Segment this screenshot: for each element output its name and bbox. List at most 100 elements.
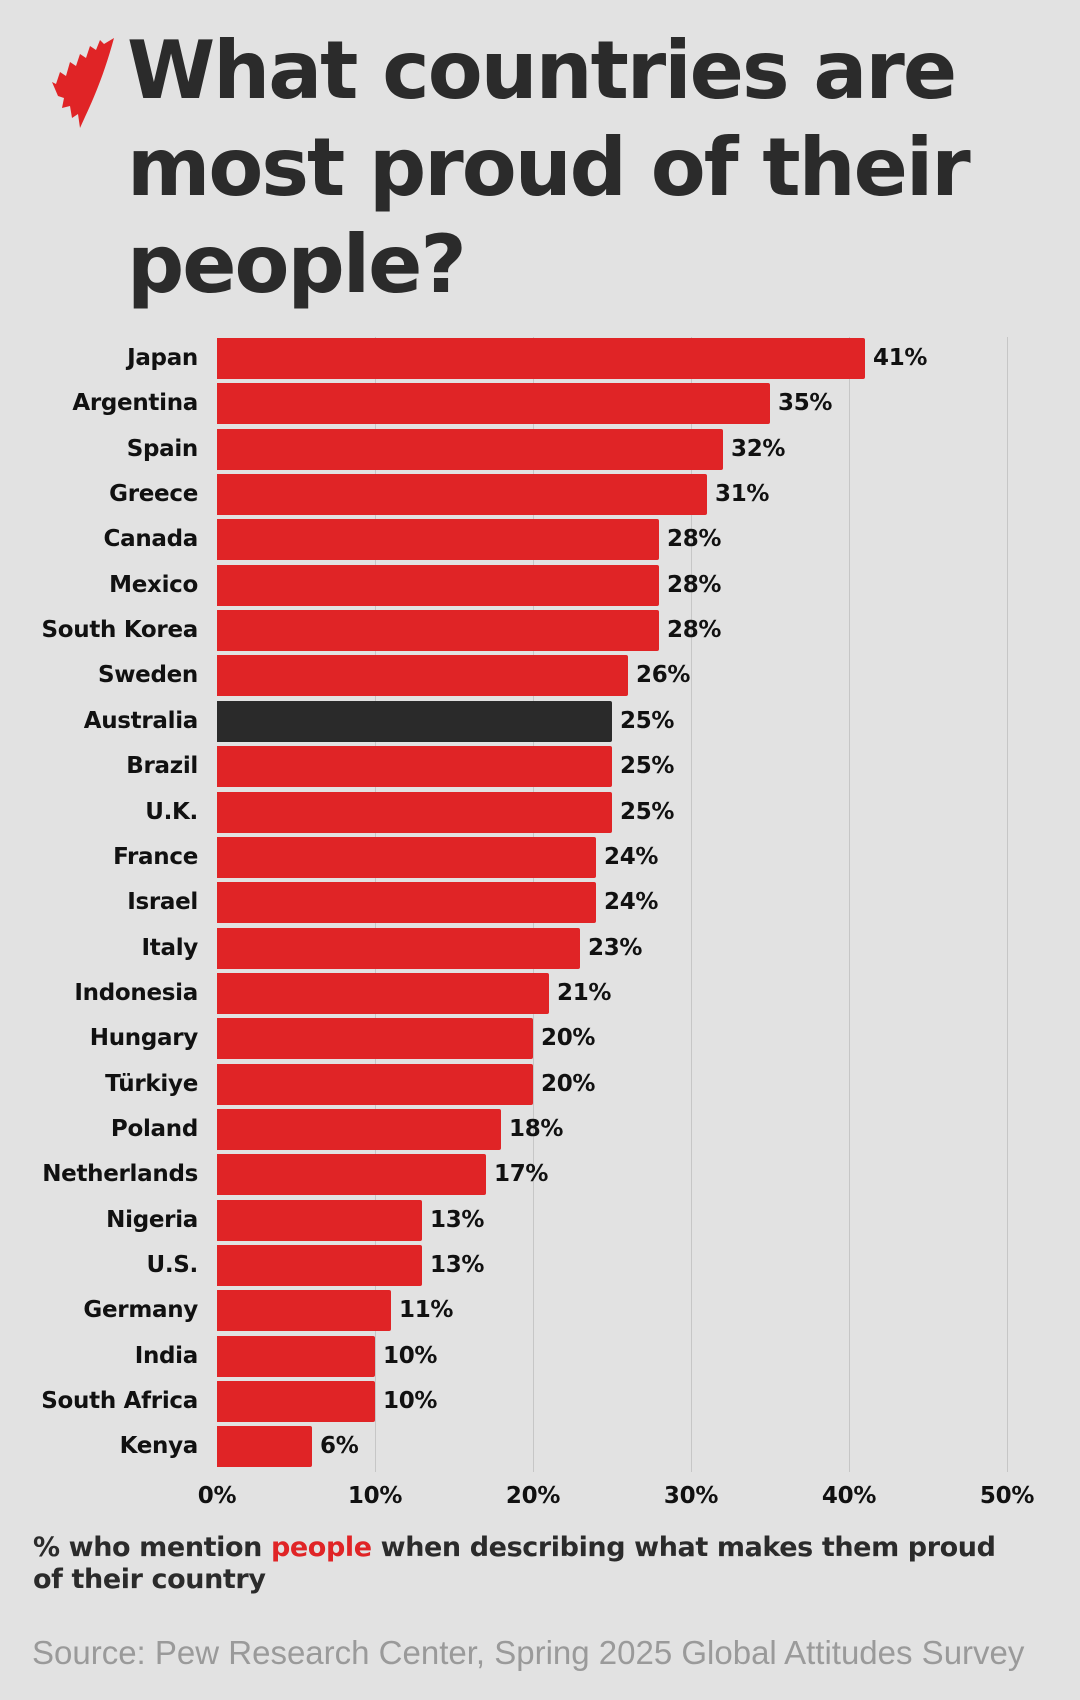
value-label: 18% (509, 1116, 564, 1142)
gridline (691, 337, 692, 1472)
value-label: 21% (557, 980, 612, 1006)
value-label: 10% (383, 1388, 438, 1414)
bar-row: Greece 31% (0, 474, 1080, 515)
category-label: Brazil (126, 753, 198, 779)
value-label: 23% (588, 935, 643, 961)
bar (217, 1290, 391, 1331)
bar (217, 1336, 375, 1377)
value-label: 41% (873, 345, 928, 371)
category-label: Germany (83, 1297, 198, 1323)
bar (217, 1018, 533, 1059)
category-label: Indonesia (74, 980, 198, 1006)
bar-row: Argentina 35% (0, 383, 1080, 424)
value-label: 28% (667, 572, 722, 598)
bar-row: U.S. 13% (0, 1245, 1080, 1286)
category-label: South Korea (41, 617, 199, 643)
bar-row: Türkiye 20% (0, 1064, 1080, 1105)
value-label: 17% (494, 1161, 549, 1187)
value-label: 25% (620, 799, 675, 825)
chart-title: What countries are most proud of their p… (127, 24, 971, 311)
bar (217, 1200, 422, 1241)
category-label: Nigeria (106, 1207, 198, 1233)
bar-row: India 10% (0, 1336, 1080, 1377)
value-label: 13% (430, 1207, 485, 1233)
bar (217, 928, 580, 969)
bar (217, 1426, 312, 1467)
bar (217, 746, 612, 787)
category-label: Argentina (72, 390, 198, 416)
bar-row: Netherlands 17% (0, 1154, 1080, 1195)
category-label: Hungary (89, 1025, 199, 1051)
bar-row: Mexico 28% (0, 565, 1080, 606)
category-label: Canada (103, 526, 199, 552)
bar (217, 655, 628, 696)
category-label: Greece (109, 481, 198, 507)
caption-suffix: when describing what makes them proud of… (33, 1532, 996, 1595)
category-label: Netherlands (42, 1161, 198, 1187)
bar-row: Indonesia 21% (0, 973, 1080, 1014)
bar (217, 882, 596, 923)
bar-row: South Africa 10% (0, 1381, 1080, 1422)
value-label: 20% (541, 1025, 596, 1051)
bar-row: Sweden 26% (0, 655, 1080, 696)
bar (217, 429, 723, 470)
category-label: Japan (127, 345, 198, 371)
chart-caption: % who mention people when describing wha… (33, 1532, 1033, 1596)
bar-row: Canada 28% (0, 519, 1080, 560)
bar-row: Australia 25% (0, 701, 1080, 742)
bar-row: Brazil 25% (0, 746, 1080, 787)
bar-row: Germany 11% (0, 1290, 1080, 1331)
category-label: France (113, 844, 198, 870)
bar-row: Poland 18% (0, 1109, 1080, 1150)
bar (217, 1109, 501, 1150)
value-label: 28% (667, 526, 722, 552)
x-axis-tick-label: 40% (821, 1483, 877, 1509)
bar (217, 973, 549, 1014)
category-label: Italy (141, 935, 199, 961)
highlighted-bar (217, 701, 612, 742)
category-label: Israel (127, 889, 198, 915)
category-label: India (134, 1343, 199, 1369)
bar (217, 383, 770, 424)
bar-row: U.K. 25% (0, 792, 1080, 833)
value-label: 25% (620, 708, 675, 734)
bar (217, 338, 865, 379)
bar (217, 1381, 375, 1422)
category-label: Poland (110, 1116, 198, 1142)
value-label: 13% (430, 1252, 485, 1278)
value-label: 28% (667, 617, 722, 643)
bar (217, 1154, 486, 1195)
value-label: 26% (636, 662, 691, 688)
category-label: U.S. (146, 1252, 198, 1278)
bar (217, 1245, 422, 1286)
category-label: Sweden (97, 662, 198, 688)
value-label: 6% (320, 1433, 359, 1459)
caption-prefix: % who mention (33, 1532, 271, 1563)
bar-row: Spain 32% (0, 429, 1080, 470)
bar (217, 837, 596, 878)
gridline (849, 337, 850, 1472)
category-label: Kenya (119, 1433, 199, 1459)
value-label: 10% (383, 1343, 438, 1369)
x-axis-tick-label: 0% (197, 1483, 237, 1509)
bar (217, 1064, 533, 1105)
bar-row: Kenya 6% (0, 1426, 1080, 1467)
category-label: Spain (126, 436, 199, 462)
bar-row: France 24% (0, 837, 1080, 878)
bar-row: Hungary 20% (0, 1018, 1080, 1059)
bar (217, 519, 659, 560)
bar (217, 474, 707, 515)
category-label: U.K. (145, 799, 198, 825)
sbs-logo-icon (52, 38, 114, 128)
source-note: Source: Pew Research Center, Spring 2025… (32, 1634, 1025, 1671)
value-label: 11% (399, 1297, 454, 1323)
value-label: 35% (778, 390, 833, 416)
category-label: Mexico (109, 572, 198, 598)
x-axis-tick-label: 30% (663, 1483, 719, 1509)
value-label: 24% (604, 889, 659, 915)
value-label: 25% (620, 753, 675, 779)
bar-row: Israel 24% (0, 882, 1080, 923)
x-axis-tick-label: 20% (505, 1483, 561, 1509)
bar (217, 610, 659, 651)
